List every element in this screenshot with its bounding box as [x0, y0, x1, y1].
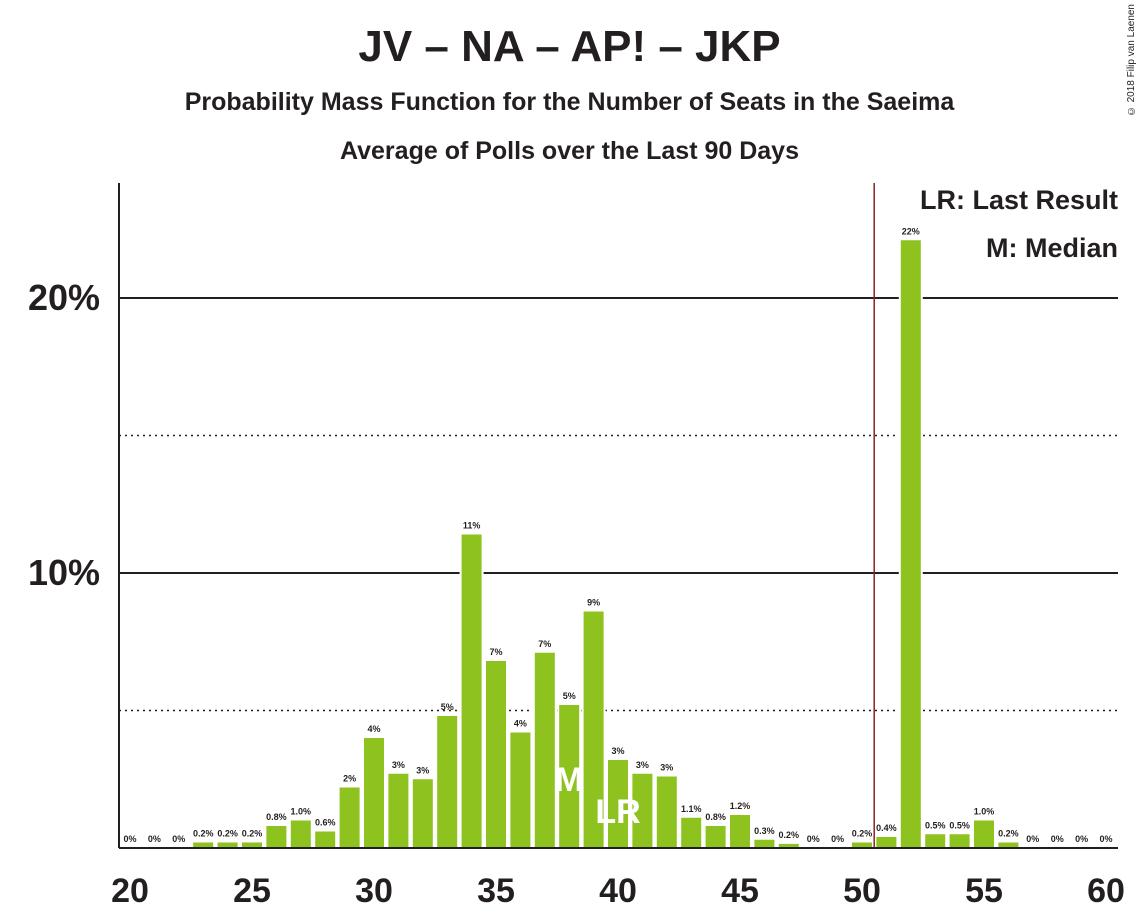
bar — [632, 773, 653, 848]
bar — [437, 716, 458, 848]
bar — [656, 776, 677, 848]
data-label: 0% — [1026, 834, 1039, 844]
data-label: 0.5% — [925, 820, 946, 830]
data-label: 11% — [463, 521, 481, 531]
x-tick-label: 40 — [599, 872, 637, 910]
bar — [315, 831, 336, 848]
data-label: 0.6% — [315, 818, 336, 828]
last-result-marker: LR — [595, 793, 640, 831]
data-label: 7% — [489, 647, 502, 657]
data-label: 3% — [392, 760, 405, 770]
data-label: 1.2% — [730, 801, 751, 811]
data-label: 0.2% — [193, 829, 214, 839]
legend-last-result: LR: Last Result — [920, 185, 1118, 215]
grid-lines — [119, 297, 1118, 712]
data-label: 2% — [343, 774, 356, 784]
data-labels: 0% 0% 0%0.2% 0.2% 0.2%0.8%1.0%0.6%2%4%3%3%5%… — [123, 226, 1112, 844]
x-tick-label: 30 — [355, 872, 393, 910]
data-label: 3% — [416, 765, 429, 775]
data-label: 5% — [441, 702, 454, 712]
data-label: 22% — [902, 226, 920, 236]
bar — [852, 842, 872, 848]
bar — [339, 787, 360, 848]
x-tick-label: 20 — [111, 872, 149, 910]
bar — [534, 652, 555, 848]
data-label: 1.1% — [681, 804, 702, 814]
data-label: 0% — [123, 834, 136, 844]
chart-subtitle: Probability Mass Function for the Number… — [184, 88, 955, 116]
bar — [510, 732, 531, 848]
data-label: 3% — [611, 746, 624, 756]
data-label: 0.8% — [266, 812, 287, 822]
x-tick-label: 35 — [477, 872, 515, 910]
chart-title: JV – NA – AP! – JKP — [358, 22, 781, 71]
x-tick-label: 25 — [233, 872, 271, 910]
data-label: 9% — [587, 598, 600, 608]
data-label: 7% — [538, 639, 551, 649]
y-tick-label: 10% — [28, 552, 100, 593]
bar — [583, 611, 604, 848]
x-tick-label: 45 — [721, 872, 759, 910]
data-label: 5% — [563, 691, 576, 701]
data-label: 0.3% — [754, 826, 775, 836]
bar — [364, 738, 384, 848]
data-label: 0% — [831, 834, 844, 844]
bar — [949, 834, 970, 848]
data-label: 0% — [1051, 834, 1064, 844]
bar — [559, 705, 580, 848]
data-label: 1.0% — [291, 807, 312, 817]
bar — [486, 661, 506, 848]
data-label: 0% — [1099, 834, 1112, 844]
bar — [193, 842, 214, 848]
data-label: 0.2% — [242, 829, 263, 839]
data-label: 0% — [807, 834, 820, 844]
data-label: 0.2% — [217, 829, 238, 839]
data-label: 0.5% — [949, 820, 970, 830]
data-label: 0.2% — [779, 830, 800, 840]
data-label: 0% — [148, 834, 161, 844]
data-label: 0.4% — [876, 823, 897, 833]
chart-subtitle-2: Average of Polls over the Last 90 Days — [340, 137, 799, 165]
bar — [754, 839, 775, 848]
bar — [876, 837, 897, 848]
data-label: 1.0% — [974, 807, 995, 817]
data-label: 0.2% — [852, 829, 873, 839]
bar — [290, 820, 311, 848]
bar — [266, 826, 287, 848]
median-marker: M — [555, 761, 583, 799]
data-label: 3% — [660, 763, 673, 773]
bar — [974, 820, 994, 848]
axes: 20 25 30 35 40 45 50 55 60 10% 20% — [28, 183, 1125, 910]
bar — [730, 815, 750, 848]
bar — [998, 842, 1019, 848]
data-label: 3% — [636, 760, 649, 770]
data-label: 4% — [367, 724, 380, 734]
legend-median: M: Median — [986, 233, 1118, 263]
data-label: 0% — [1075, 834, 1088, 844]
legend: LR: Last Result M: Median — [920, 185, 1118, 263]
bar — [608, 760, 628, 848]
bar — [461, 534, 482, 848]
data-label: 0.2% — [998, 829, 1019, 839]
bar — [388, 773, 409, 848]
bar — [900, 240, 921, 848]
x-tick-label: 60 — [1087, 872, 1125, 910]
bar — [925, 834, 946, 848]
bars — [191, 238, 1021, 848]
x-tick-label: 55 — [965, 872, 1003, 910]
bar — [217, 842, 238, 848]
data-label: 0% — [172, 834, 185, 844]
y-tick-label: 20% — [28, 277, 100, 318]
bar — [412, 779, 433, 848]
bar — [778, 843, 799, 848]
bar — [705, 826, 726, 848]
x-tick-label: 50 — [843, 872, 881, 910]
bar — [242, 842, 262, 848]
data-label: 0.8% — [705, 812, 726, 822]
bar — [681, 817, 702, 848]
markers: M LR — [555, 183, 875, 848]
data-label: 4% — [514, 719, 527, 729]
